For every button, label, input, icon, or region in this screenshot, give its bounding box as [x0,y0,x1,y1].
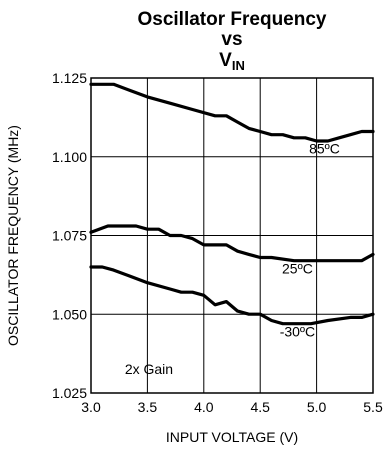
chart-title-vin-main: V [219,50,232,71]
x-tick-label: 4.5 [250,399,270,415]
y-axis-label: OSCILLATOR FREQUENCY (MHz) [5,125,21,346]
x-tick-label: 5.0 [307,399,327,415]
series-labels: 85ºC 25ºC -30ºC [280,141,340,340]
series-line [89,224,375,263]
chart-title-line3: VIN [219,50,245,73]
y-tick-label: 1.025 [52,385,87,401]
y-tick-label: 1.100 [52,149,87,165]
series-label: 25ºC [282,260,313,276]
tick-labels: 3.0 3.5 4.0 4.5 5.0 5.5 1.025 1.050 1.075 1.100 1.… [52,70,383,415]
x-tick-label: 3.5 [138,399,158,415]
chart-title-line2: vs [221,29,242,50]
grid-lines [91,78,373,393]
series-label: 85ºC [309,141,340,157]
x-tick-label: 5.5 [363,399,383,415]
series-line [89,82,375,143]
x-tick-label: 3.0 [81,399,101,415]
y-tick-label: 1.125 [52,70,87,86]
plot-frame [90,77,374,394]
y-tick-label: 1.050 [52,306,87,322]
gain-annotation: 2x Gain [125,361,173,377]
series-label: -30ºC [280,323,315,339]
chart-title-line1: Oscillator Frequency [137,9,326,30]
series-line [89,265,375,326]
x-axis-label: INPUT VOLTAGE (V) [166,429,298,445]
y-tick-label: 1.075 [52,228,87,244]
series-lines [89,82,375,326]
x-tick-label: 4.0 [194,399,214,415]
chart-title-vin-sub: IN [232,58,245,73]
